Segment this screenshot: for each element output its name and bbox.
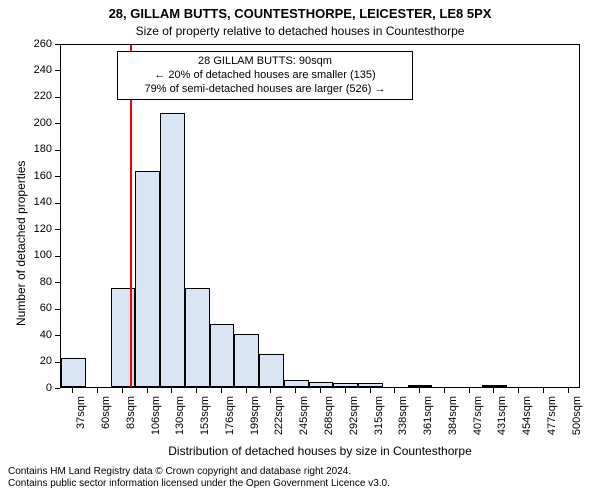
y-tick-mark bbox=[55, 97, 60, 98]
x-tick-label: 384sqm bbox=[447, 396, 459, 476]
y-tick-mark bbox=[55, 335, 60, 336]
y-tick-mark bbox=[55, 282, 60, 283]
x-tick-label: 477sqm bbox=[546, 396, 558, 476]
y-tick-label: 260 bbox=[22, 38, 52, 50]
x-tick-label: 407sqm bbox=[472, 396, 484, 476]
x-tick-mark bbox=[221, 388, 222, 393]
x-tick-mark bbox=[370, 388, 371, 393]
y-tick-mark bbox=[55, 203, 60, 204]
y-tick-label: 80 bbox=[22, 276, 52, 288]
y-tick-mark bbox=[55, 362, 60, 363]
y-tick-label: 120 bbox=[22, 223, 52, 235]
y-tick-label: 140 bbox=[22, 196, 52, 208]
x-tick-mark bbox=[444, 388, 445, 393]
annotation-line: 28 GILLAM BUTTS: 90sqm bbox=[124, 55, 406, 69]
y-tick-mark bbox=[55, 123, 60, 124]
x-tick-mark bbox=[320, 388, 321, 393]
y-tick-label: 100 bbox=[22, 249, 52, 261]
histogram-bar bbox=[234, 334, 259, 387]
x-tick-label: 83sqm bbox=[125, 396, 137, 476]
y-tick-label: 220 bbox=[22, 90, 52, 102]
x-tick-label: 176sqm bbox=[224, 396, 236, 476]
y-tick-mark bbox=[55, 229, 60, 230]
histogram-bar bbox=[358, 383, 383, 387]
x-tick-mark bbox=[196, 388, 197, 393]
histogram-bar bbox=[259, 354, 284, 387]
chart-title-main: 28, GILLAM BUTTS, COUNTESTHORPE, LEICEST… bbox=[0, 6, 600, 21]
x-tick-label: 361sqm bbox=[422, 396, 434, 476]
y-tick-mark bbox=[55, 44, 60, 45]
x-tick-label: 245sqm bbox=[298, 396, 310, 476]
x-tick-mark bbox=[345, 388, 346, 393]
y-tick-mark bbox=[55, 256, 60, 257]
x-tick-label: 222sqm bbox=[273, 396, 285, 476]
histogram-bar bbox=[482, 385, 507, 387]
x-tick-label: 292sqm bbox=[348, 396, 360, 476]
x-tick-mark bbox=[295, 388, 296, 393]
x-tick-mark bbox=[72, 388, 73, 393]
x-tick-mark bbox=[122, 388, 123, 393]
x-tick-label: 431sqm bbox=[496, 396, 508, 476]
histogram-bar bbox=[333, 383, 358, 387]
y-tick-label: 240 bbox=[22, 64, 52, 76]
x-tick-mark bbox=[147, 388, 148, 393]
x-tick-mark bbox=[394, 388, 395, 393]
x-tick-mark bbox=[246, 388, 247, 393]
histogram-bar bbox=[284, 380, 309, 387]
y-tick-label: 160 bbox=[22, 170, 52, 182]
x-tick-label: 500sqm bbox=[571, 396, 583, 476]
x-tick-label: 199sqm bbox=[249, 396, 261, 476]
histogram-bar bbox=[61, 358, 86, 387]
x-tick-mark bbox=[568, 388, 569, 393]
y-tick-label: 60 bbox=[22, 302, 52, 314]
x-tick-label: 153sqm bbox=[199, 396, 211, 476]
y-tick-mark bbox=[55, 150, 60, 151]
x-tick-label: 130sqm bbox=[174, 396, 186, 476]
x-tick-label: 338sqm bbox=[397, 396, 409, 476]
y-tick-label: 200 bbox=[22, 117, 52, 129]
x-tick-mark bbox=[469, 388, 470, 393]
plot-area: 28 GILLAM BUTTS: 90sqm← 20% of detached … bbox=[60, 44, 580, 388]
x-tick-mark bbox=[171, 388, 172, 393]
x-tick-mark bbox=[493, 388, 494, 393]
x-tick-label: 268sqm bbox=[323, 396, 335, 476]
y-tick-label: 40 bbox=[22, 329, 52, 341]
x-tick-mark bbox=[518, 388, 519, 393]
x-tick-mark bbox=[419, 388, 420, 393]
histogram-bar bbox=[160, 113, 185, 387]
y-tick-label: 180 bbox=[22, 143, 52, 155]
footer-line-2: Contains public sector information licen… bbox=[8, 478, 390, 490]
y-tick-mark bbox=[55, 176, 60, 177]
y-tick-mark bbox=[55, 388, 60, 389]
x-tick-mark bbox=[97, 388, 98, 393]
x-tick-label: 315sqm bbox=[373, 396, 385, 476]
x-tick-label: 454sqm bbox=[521, 396, 533, 476]
histogram-bar bbox=[309, 382, 334, 387]
histogram-bar bbox=[210, 324, 235, 388]
histogram-bar bbox=[408, 385, 433, 387]
chart-title-sub: Size of property relative to detached ho… bbox=[0, 24, 600, 38]
annotation-line: ← 20% of detached houses are smaller (13… bbox=[124, 69, 406, 83]
y-tick-label: 0 bbox=[22, 382, 52, 394]
y-tick-label: 20 bbox=[22, 355, 52, 367]
x-tick-mark bbox=[543, 388, 544, 393]
x-tick-label: 60sqm bbox=[100, 396, 112, 476]
x-tick-label: 37sqm bbox=[75, 396, 87, 476]
histogram-bar bbox=[135, 171, 160, 387]
histogram-bar bbox=[185, 288, 210, 387]
x-tick-mark bbox=[270, 388, 271, 393]
annotation-line: 79% of semi-detached houses are larger (… bbox=[124, 83, 406, 97]
x-tick-label: 106sqm bbox=[150, 396, 162, 476]
annotation-box: 28 GILLAM BUTTS: 90sqm← 20% of detached … bbox=[117, 51, 413, 100]
histogram-chart: 28, GILLAM BUTTS, COUNTESTHORPE, LEICEST… bbox=[0, 0, 600, 500]
y-tick-mark bbox=[55, 309, 60, 310]
y-tick-mark bbox=[55, 70, 60, 71]
